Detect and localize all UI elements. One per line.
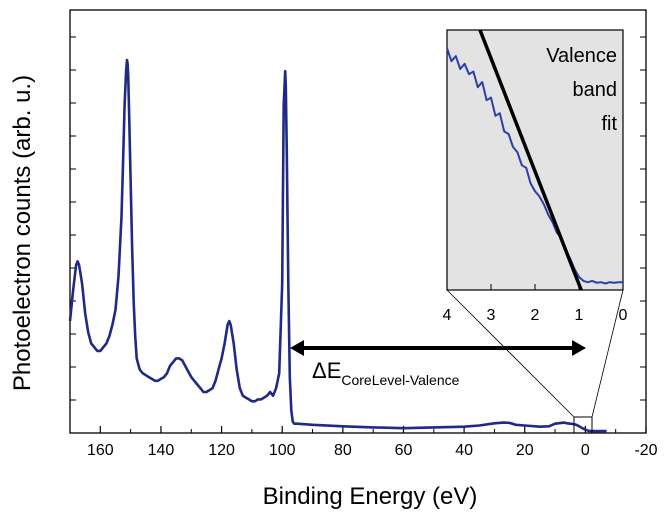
zoom-region <box>446 289 624 434</box>
energy-gap-subscript: CoreLevel-Valence <box>341 372 459 388</box>
zoom-region-box <box>573 416 593 434</box>
energy-gap-arrowhead-left <box>290 340 304 356</box>
valence-fit-line <box>478 29 583 291</box>
x-tick-label: 20 <box>516 442 534 459</box>
energy-gap-annotation: ΔECoreLevel-Valence <box>290 340 586 388</box>
inset-x-tick-label: 1 <box>575 307 584 324</box>
inset-plot: 4 3 2 1 0 Valence band fit <box>443 29 628 324</box>
zoom-connector-right <box>591 289 624 418</box>
x-tick-label: 160 <box>87 442 114 459</box>
inset-x-tick-label: 4 <box>443 307 452 324</box>
x-axis-title: Binding Energy (eV) <box>263 483 478 510</box>
spectrum-line <box>68 58 607 433</box>
main-plot-frame <box>69 9 647 434</box>
inset-frame <box>446 29 624 291</box>
x-tick-label: 60 <box>395 442 413 459</box>
x-tick-label: 40 <box>455 442 473 459</box>
energy-gap-label: ΔECoreLevel-Valence <box>312 358 460 388</box>
x-tick-label: 100 <box>269 442 296 459</box>
main-plot: 160 140 120 100 80 60 40 20 0 -20 <box>68 9 658 459</box>
inset-title-line: band <box>573 79 618 101</box>
inset-title-line: Valence <box>546 45 617 67</box>
x-tick-label: 80 <box>334 442 352 459</box>
x-tick-label: 120 <box>208 442 235 459</box>
inset-x-tick-label: 0 <box>619 307 628 324</box>
valence-data-line <box>446 47 623 285</box>
inset-title-line: fit <box>601 113 617 135</box>
y-axis-title: Photoelectron counts (arb. u.) <box>9 75 36 391</box>
zoom-connector-left <box>446 289 575 418</box>
x-tick-label: 0 <box>581 442 590 459</box>
x-tick-label: 140 <box>148 442 175 459</box>
inset-x-tick-label: 2 <box>531 307 540 324</box>
inset-x-tick-label: 3 <box>487 307 496 324</box>
energy-gap-arrowhead-right <box>572 340 586 356</box>
x-tick-label: -20 <box>634 442 657 459</box>
